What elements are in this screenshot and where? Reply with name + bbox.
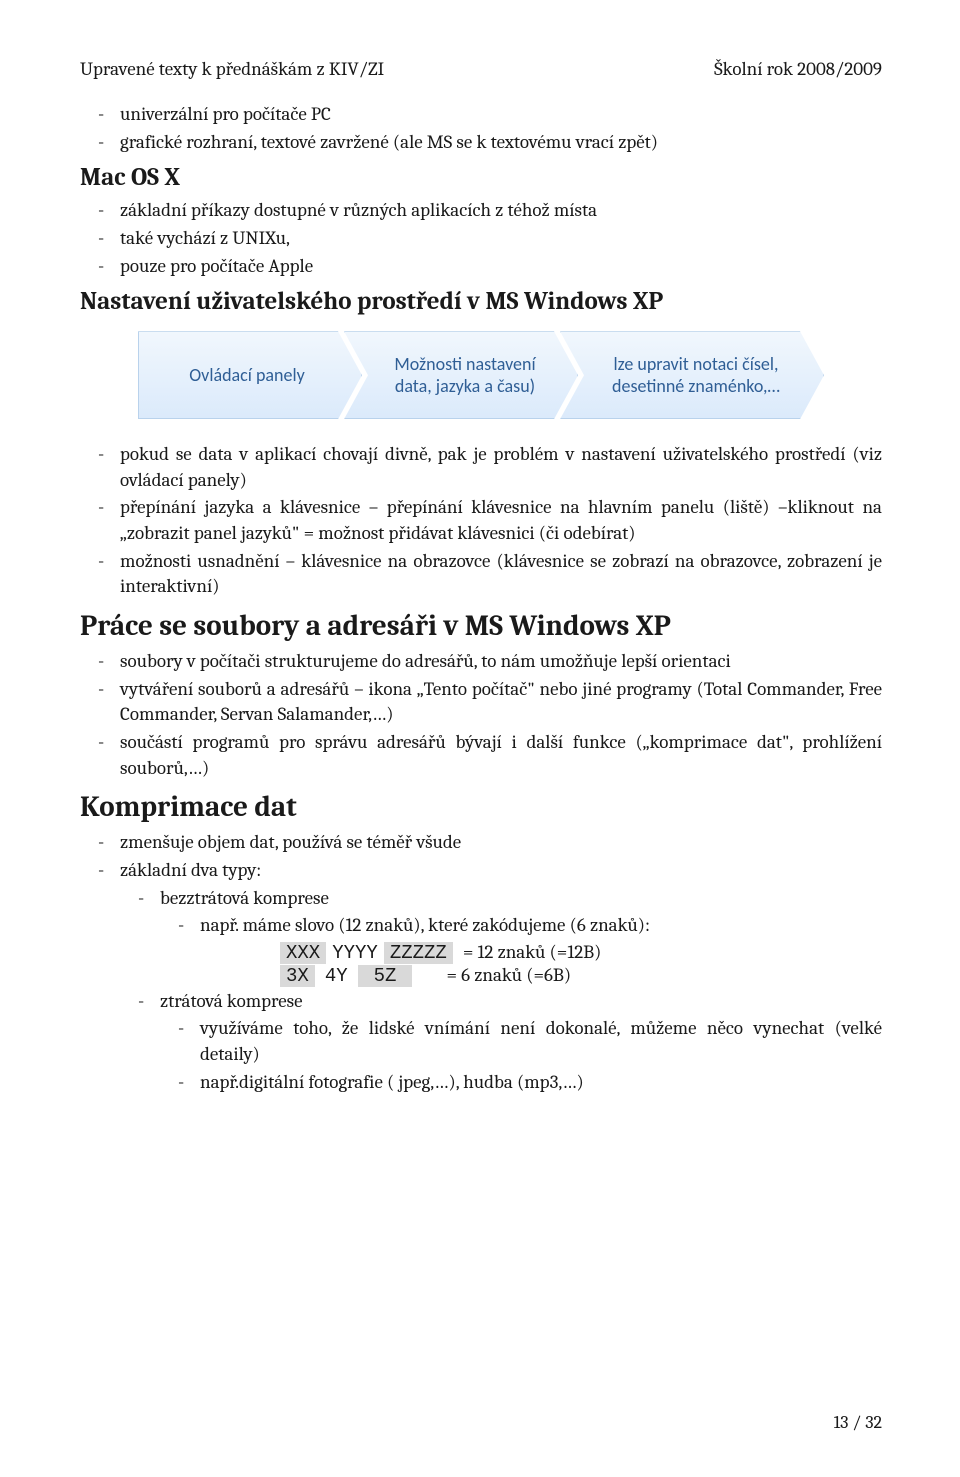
prace-list: soubory v počítači strukturujeme do adre… [80,649,882,781]
chevron-diagram: Ovládací panely Možnosti nastavení data,… [80,330,882,420]
heading-macosx: Mac OS X [80,163,882,192]
list-item: grafické rozhraní, textové zavržené (ale… [80,130,882,156]
list-item: univerzální pro počítače PC [80,102,882,128]
list-item: možnosti usnadnění – klávesnice na obraz… [80,549,882,600]
list-item: základní příkazy dostupné v různých apli… [80,198,882,224]
list-item: zmenšuje objem dat, používá se téměř všu… [80,830,882,856]
encoding-example: XXXYYYYZZZZZ = 12 znaků (=12B) 3X4Y5Z = … [280,941,882,987]
list-item: pokud se data v aplikací chovají divně, … [80,442,882,493]
macosx-list: základní příkazy dostupné v různých apli… [80,198,882,279]
list-item: také vychází z UNIXu, [80,226,882,252]
list-item: využíváme toho, že lidské vnímání není d… [160,1016,882,1067]
header-right: Školní rok 2008/2009 [714,58,882,80]
list-item: bezztrátová komprese [120,886,882,912]
heading-nastaveni: Nastavení uživatelského prostředí v MS W… [80,287,882,316]
list-item: přepínání jazyka a klávesnice – přepínán… [80,495,882,546]
enc-cell: YYYY [326,942,384,964]
enc-cell: ZZZZZ [384,942,453,964]
enc-cell: 3X [280,965,315,987]
list-item: součástí programů pro správu adresářů bý… [80,730,882,781]
enc-eq: = 12 znaků (=12B) [463,941,602,963]
ztrat-items: využíváme toho, že lidské vnímání není d… [160,1016,882,1095]
komprimace-typy: bezztrátová komprese [120,886,882,912]
enc-cell: 5Z [358,965,413,987]
list-item: soubory v počítači strukturujeme do adre… [80,649,882,675]
list-item: základní dva typy: [80,858,882,884]
list-item: ztrátová komprese [120,989,882,1015]
komprimace-list: zmenšuje objem dat, používá se téměř všu… [80,830,882,883]
enc-cell: XXX [280,942,326,964]
header-left: Upravené texty k přednáškám z KIV/ZI [80,58,384,80]
list-item: vytváření souborů a adresářů – ikona „Te… [80,677,882,728]
list-item: např. máme slovo (12 znaků), které zakód… [160,913,882,939]
encode-row-1: XXXYYYYZZZZZ = 12 znaků (=12B) [280,941,882,964]
chevron-1: Ovládací panely [138,331,362,419]
heading-prace: Práce se soubory a adresáři v MS Windows… [80,610,882,643]
top-bullets: univerzální pro počítače PC grafické roz… [80,102,882,155]
chevron-2: Možnosti nastavení data, jazyka a času) [344,331,578,419]
encode-row-2: 3X4Y5Z = 6 znaků (=6B) [280,964,882,987]
chevron-3: lze upravit notaci čísel, desetinné znam… [560,331,824,419]
ztrat-head: ztrátová komprese [120,989,882,1015]
page-footer: 13 / 32 [834,1412,882,1433]
bezz-detail: např. máme slovo (12 znaků), které zakód… [160,913,882,939]
list-item: např.digitální fotografie ( jpeg,…), hud… [160,1070,882,1096]
list-item: pouze pro počítače Apple [80,254,882,280]
enc-eq: = 6 znaků (=6B) [446,964,571,986]
enc-cell: 4Y [315,965,358,987]
page-header: Upravené texty k přednáškám z KIV/ZI Ško… [80,58,882,80]
heading-komprimace: Komprimace dat [80,791,882,824]
nastaveni-list: pokud se data v aplikací chovají divně, … [80,442,882,600]
